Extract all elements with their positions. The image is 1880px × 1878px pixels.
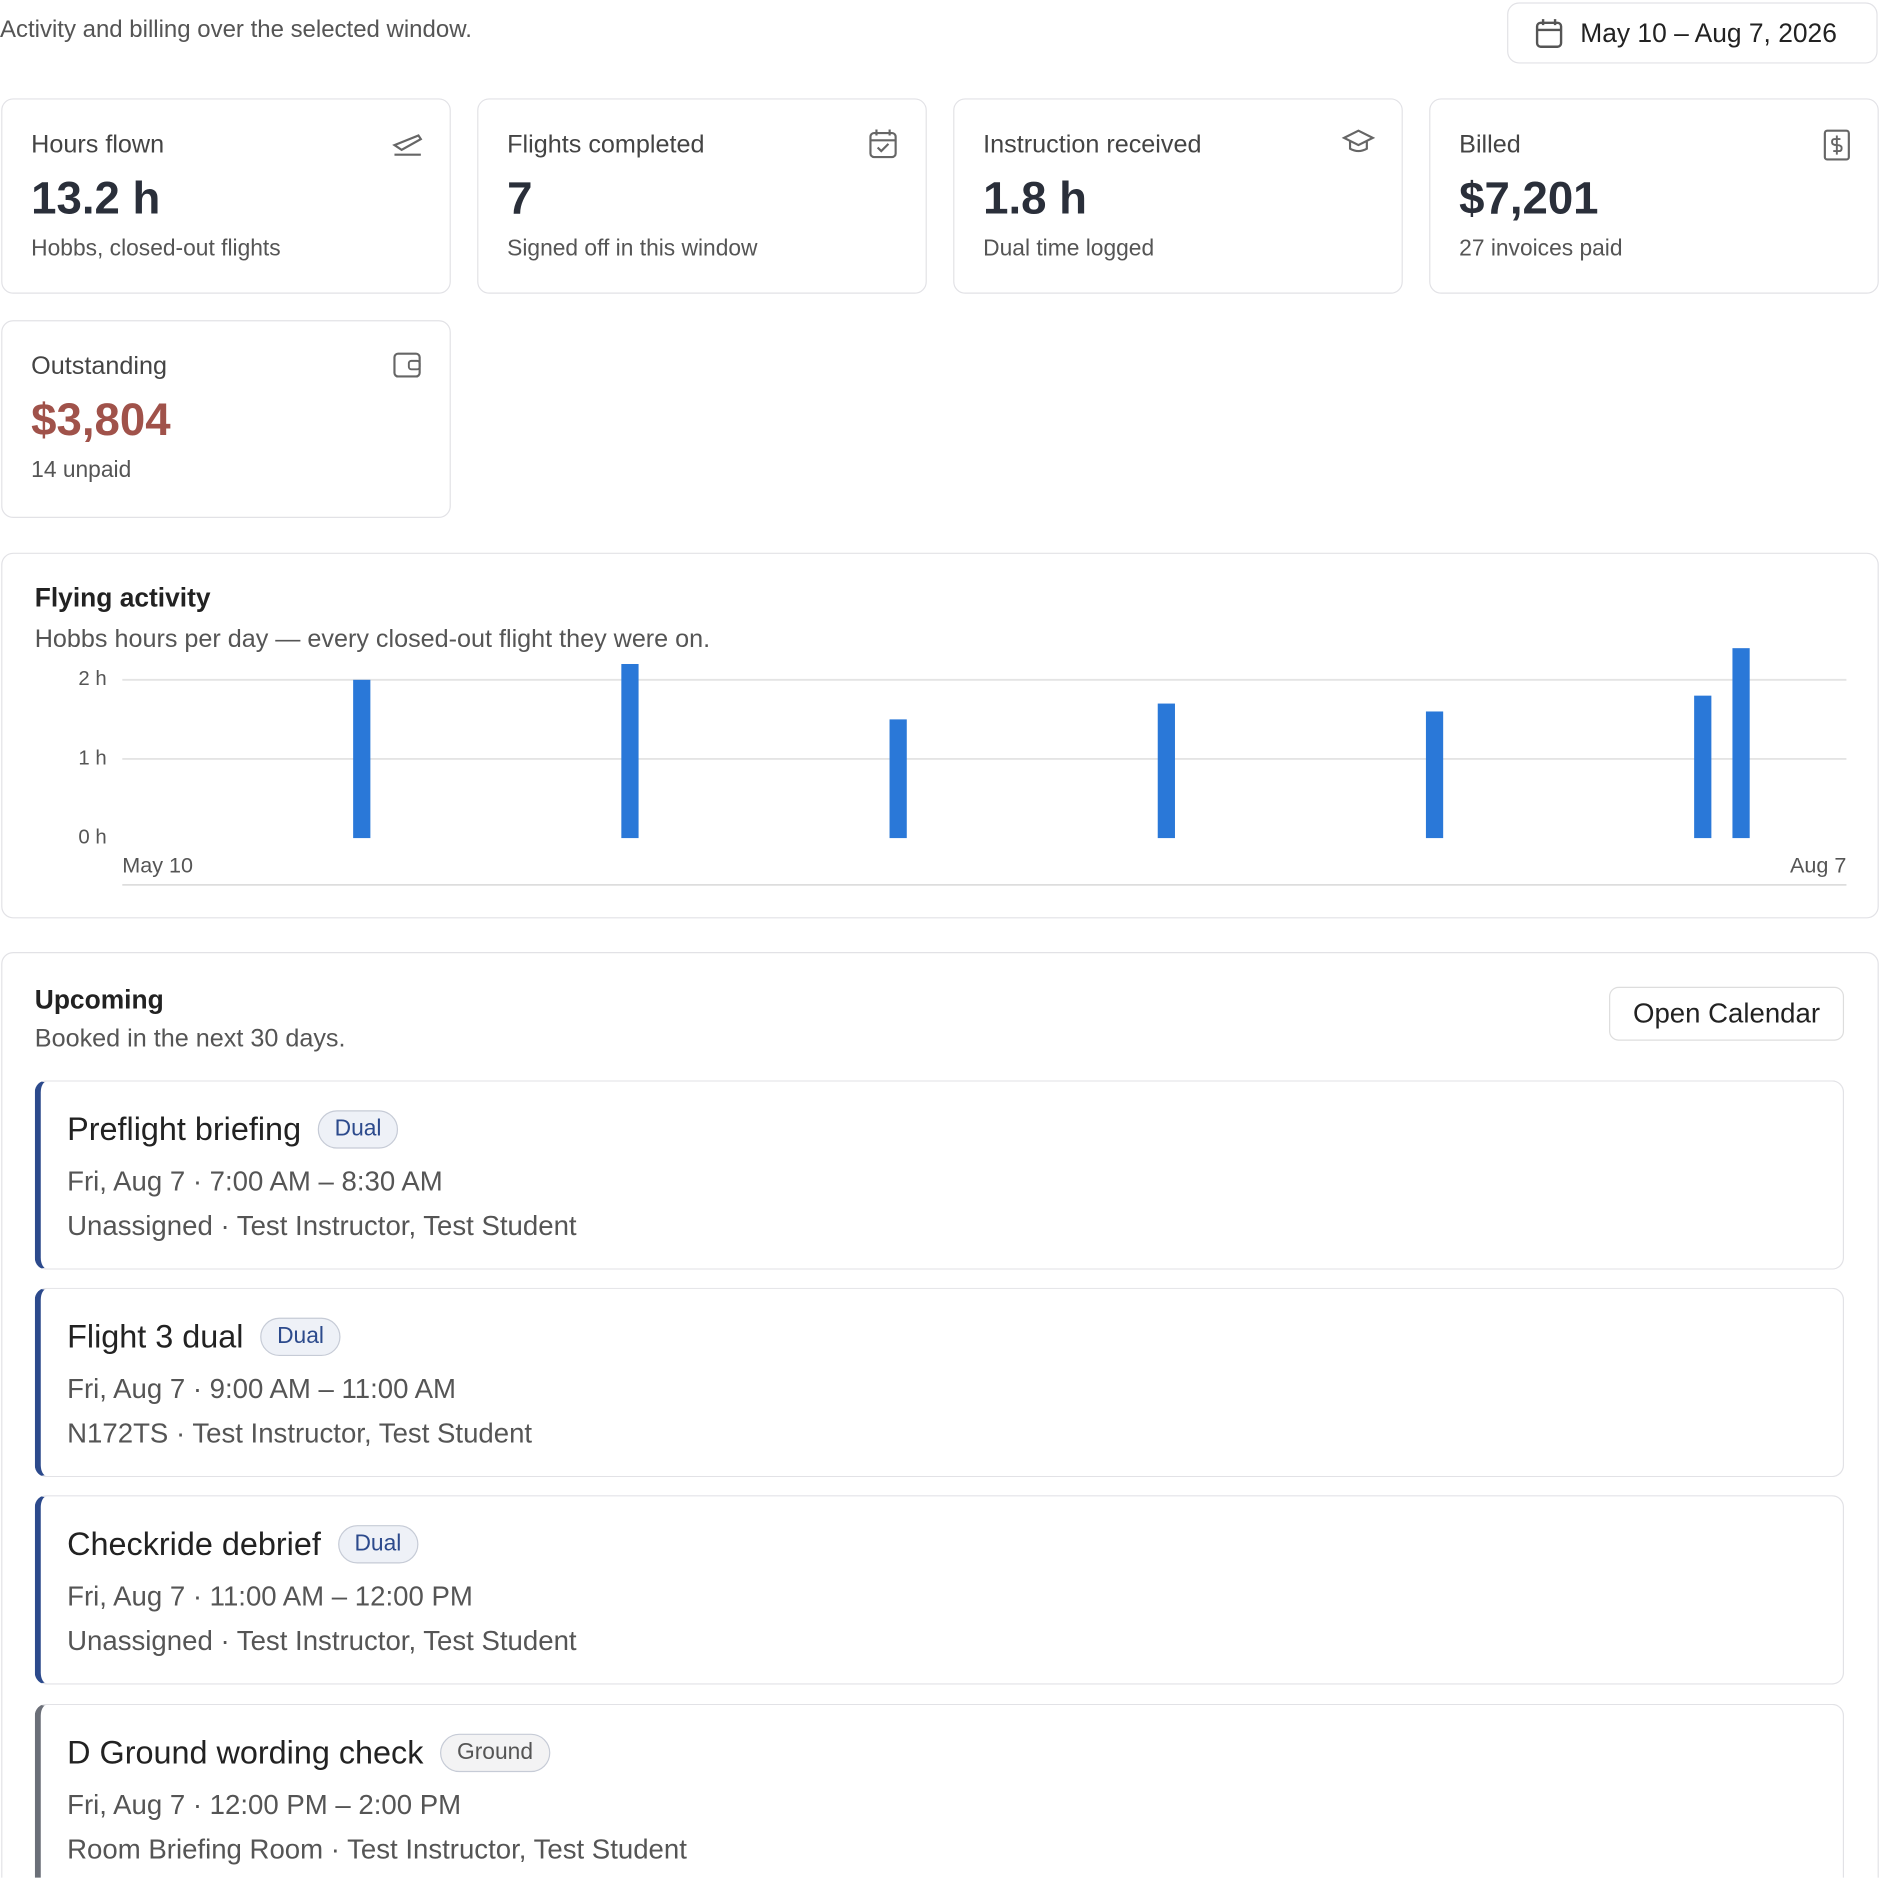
booking-title: D Ground wording check xyxy=(67,1734,424,1771)
stat-card: Hours flown 13.2 h Hobbs, closed-out fligh… xyxy=(1,98,451,294)
booking-details: Room Briefing Room · Test Instructor, Te… xyxy=(67,1833,687,1865)
subtitle: Activity and billing over the selected w… xyxy=(0,16,472,44)
chart: Flying activity Hobbs hours per day — ev… xyxy=(35,582,1846,886)
y-tick-label: 1 h xyxy=(78,747,106,769)
stat-value: 7 xyxy=(507,173,533,225)
graduation-icon xyxy=(1341,129,1376,153)
bar xyxy=(1694,695,1712,839)
chart-title: Flying activity xyxy=(35,582,211,612)
stat-note: Dual time logged xyxy=(983,236,1155,262)
booking-title: Flight 3 dual xyxy=(67,1318,244,1355)
x-tick-label: Aug 7 xyxy=(1790,853,1846,878)
bar xyxy=(353,679,371,839)
booking[interactable]: Checkride debrief Dual Fri, Aug 7 · 11:00 … xyxy=(34,1495,1845,1685)
open-calendar-button[interactable]: Open Calendar xyxy=(1609,986,1845,1041)
booking-tag: Dual xyxy=(317,1110,399,1149)
calendar-icon xyxy=(1535,18,1563,48)
bar xyxy=(889,719,907,839)
booking-details: Unassigned · Test Instructor, Test Stude… xyxy=(67,1624,577,1656)
booking-tag: Dual xyxy=(260,1317,341,1357)
stat-card: Flights completed 7 Signed off in this win… xyxy=(477,98,927,294)
x-tick-label: May 10 xyxy=(122,853,193,878)
date-range: May 10 – Aug 7, 2026 xyxy=(1580,17,1837,48)
booking-tag: Ground xyxy=(440,1733,550,1773)
stat-card: Instruction received 1.8 h Dual time logge… xyxy=(953,98,1403,294)
booking[interactable]: Flight 3 dual Dual Fri, Aug 7 · 9:00 AM – … xyxy=(34,1287,1845,1478)
stat-value: $7,201 xyxy=(1459,173,1599,225)
bar xyxy=(621,663,639,839)
upcoming-card: Upcoming Booked in the next 30 days. Ope… xyxy=(1,951,1879,1878)
stat-label: Instruction received xyxy=(983,130,1202,159)
plane-icon xyxy=(392,134,423,156)
wallet-icon xyxy=(393,352,421,378)
chart-card: Flying activity Hobbs hours per day — ev… xyxy=(1,552,1879,919)
booking-title: Checkride debrief xyxy=(67,1525,321,1562)
stat-label: Flights completed xyxy=(507,130,705,159)
stat-value: $3,804 xyxy=(31,395,171,447)
stat-card: Outstanding $3,804 14 unpaid xyxy=(1,320,451,518)
stat-value: 1.8 h xyxy=(983,173,1088,225)
stat-card: Billed $7,201 27 invoices paid xyxy=(1429,98,1879,294)
y-tick-label: 0 h xyxy=(78,826,106,848)
receipt-icon xyxy=(1823,129,1850,161)
booking[interactable]: Preflight briefing Dual Fri, Aug 7 · 7:00 … xyxy=(34,1080,1845,1270)
stat-value: 13.2 h xyxy=(31,173,161,225)
stat-note: 27 invoices paid xyxy=(1459,236,1623,262)
booking-title: Preflight briefing xyxy=(67,1110,302,1147)
chart-subtitle: Hobbs hours per day — every closed-out f… xyxy=(35,625,710,653)
stat-note: 14 unpaid xyxy=(31,458,132,484)
y-tick-label: 2 h xyxy=(78,668,106,690)
booking-time: Fri, Aug 7 · 7:00 AM – 8:30 AM xyxy=(67,1165,443,1197)
stat-note: Signed off in this window xyxy=(507,236,758,262)
bar xyxy=(1425,711,1444,839)
booking-time: Fri, Aug 7 · 11:00 AM – 12:00 PM xyxy=(67,1580,473,1612)
booking-time: Fri, Aug 7 · 12:00 PM – 2:00 PM xyxy=(67,1788,462,1821)
booking[interactable]: D Ground wording check Ground Fri, Aug 7 ·… xyxy=(34,1703,1845,1878)
booking-time: Fri, Aug 7 · 9:00 AM – 11:00 AM xyxy=(67,1372,456,1405)
booking-tag: Dual xyxy=(337,1525,419,1564)
date-range-button[interactable]: May 10 – Aug 7, 2026 xyxy=(1507,2,1878,64)
calendar-check-icon xyxy=(869,129,897,159)
stat-label: Outstanding xyxy=(31,352,167,381)
section-subtitle: Booked in the next 30 days. xyxy=(34,1025,346,1053)
bar xyxy=(1732,648,1750,839)
booking-details: N172TS · Test Instructor, Test Student xyxy=(67,1417,533,1449)
section-title: Upcoming xyxy=(34,984,164,1015)
stat-label: Billed xyxy=(1459,130,1521,159)
booking-details: Unassigned · Test Instructor, Test Stude… xyxy=(67,1209,577,1241)
stat-note: Hobbs, closed-out flights xyxy=(31,236,281,262)
bar xyxy=(1157,703,1175,839)
stat-label: Hours flown xyxy=(31,130,165,159)
